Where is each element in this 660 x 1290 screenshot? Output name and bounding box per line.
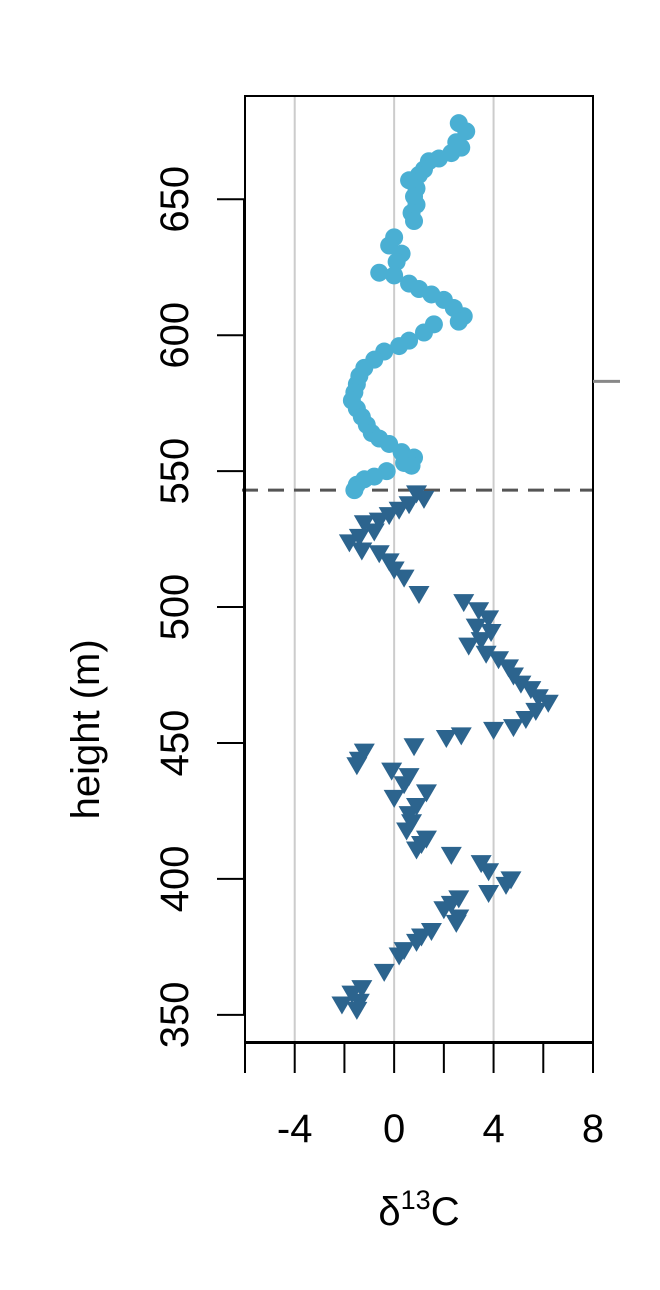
data-point-triangle: [445, 914, 467, 933]
data-point-triangle: [383, 789, 405, 808]
data-point-triangle: [338, 534, 360, 553]
data-point-triangle: [396, 822, 418, 841]
y-axis-title: height (m): [64, 639, 108, 819]
y-tick-label: 500: [153, 574, 197, 641]
data-point-triangle: [351, 980, 373, 999]
data-point-triangle: [331, 996, 353, 1015]
data-point-triangle: [458, 637, 480, 656]
data-point-triangle: [478, 884, 500, 903]
data-point-circle: [414, 323, 433, 342]
data-point-triangle: [346, 757, 368, 776]
data-point-triangle: [398, 496, 420, 515]
y-axis: 350 400 450 500 550 600 650: [153, 166, 245, 1048]
data-point-triangle: [393, 776, 415, 795]
x-tick-label: 4: [482, 1107, 504, 1151]
data-point-triangle: [450, 727, 472, 746]
data-point-triangle: [403, 738, 425, 757]
data-point-triangle: [527, 689, 549, 708]
data-point-triangle: [435, 730, 457, 749]
data-points: [331, 114, 559, 1020]
y-tick-label: 350: [153, 981, 197, 1048]
y-tick-label: 650: [153, 166, 197, 233]
data-point-triangle: [483, 721, 505, 740]
data-point-circle: [387, 252, 406, 271]
data-point-circle: [390, 337, 409, 356]
data-point-triangle: [440, 846, 462, 865]
data-point-triangle: [415, 784, 437, 803]
data-point-triangle: [381, 762, 403, 781]
data-point-triangle: [406, 841, 428, 860]
data-point-triangle: [478, 863, 500, 882]
data-point-triangle: [378, 507, 400, 526]
data-point-triangle: [351, 542, 373, 561]
data-point-triangle: [420, 923, 442, 942]
x-axis: -4 0 4 8: [244, 1042, 604, 1151]
x-tick-label: 8: [582, 1107, 604, 1151]
data-point-triangle: [433, 901, 455, 920]
data-point-triangle: [393, 569, 415, 588]
data-point-triangle: [475, 645, 497, 664]
data-point-triangle: [510, 675, 532, 694]
data-point-triangle: [408, 585, 430, 604]
data-point-triangle: [478, 610, 500, 629]
data-point-triangle: [465, 618, 487, 637]
data-point-triangle: [348, 528, 370, 547]
data-point-triangle: [413, 490, 435, 509]
plot-frame: [244, 95, 594, 1043]
data-point-circle: [385, 266, 404, 285]
data-point-circle: [405, 212, 424, 231]
y-tick-label: 550: [153, 438, 197, 505]
x-tick-label: 0: [383, 1107, 405, 1151]
data-point-triangle: [495, 876, 517, 895]
data-point-triangle: [373, 963, 395, 982]
y-tick-label: 450: [153, 710, 197, 777]
data-point-triangle: [453, 594, 475, 613]
x-axis-title: δ13C: [378, 1185, 459, 1234]
data-point-triangle: [388, 501, 410, 520]
data-point-triangle: [406, 933, 428, 952]
x-title-symbol: δ: [378, 1190, 400, 1234]
data-point-circle: [449, 312, 468, 331]
data-point-triangle: [346, 1001, 368, 1020]
data-point-triangle: [388, 947, 410, 966]
data-point-triangle: [470, 632, 492, 651]
data-point-circle: [370, 263, 389, 282]
x-tick-label: -4: [277, 1107, 313, 1151]
x-title-element: C: [431, 1190, 460, 1234]
y-tick-label: 400: [153, 846, 197, 913]
data-point-circle: [345, 481, 364, 500]
data-point-triangle: [515, 711, 537, 730]
data-point-triangle: [537, 694, 559, 713]
data-point-circle: [402, 456, 421, 475]
data-point-triangle: [363, 523, 385, 542]
data-point-triangle: [368, 512, 390, 531]
x-title-superscript: 13: [401, 1185, 431, 1215]
data-point-triangle: [502, 719, 524, 738]
y-tick-label: 600: [153, 302, 197, 369]
